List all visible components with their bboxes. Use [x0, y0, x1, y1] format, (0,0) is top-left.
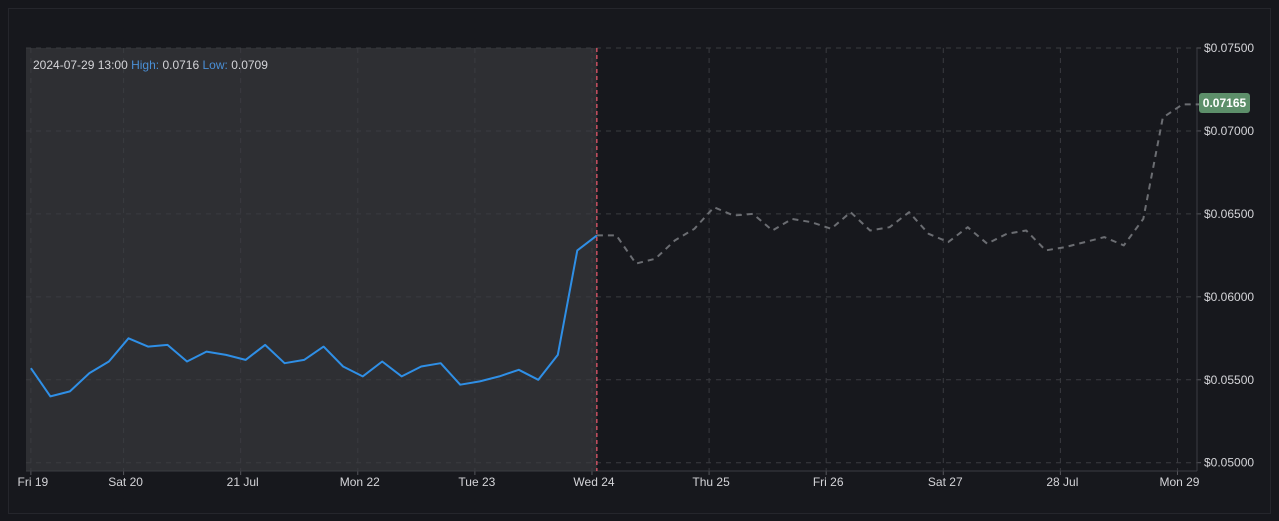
legend-low-label: Low:	[202, 58, 228, 72]
y-tick-label: $0.05000	[1204, 456, 1254, 470]
x-tick-label: Thu 25	[692, 475, 730, 489]
y-tick-label: $0.05500	[1204, 373, 1254, 387]
y-tick-label: $0.07500	[1204, 41, 1254, 55]
x-tick-label: Mon 29	[1159, 475, 1199, 489]
history-region	[26, 48, 597, 471]
x-tick-label: Fri 19	[18, 475, 49, 489]
x-tick-label: 28 Jul	[1046, 475, 1078, 489]
x-tick-label: Tue 23	[458, 475, 495, 489]
x-tick-label: Wed 24	[573, 475, 614, 489]
x-tick-label: 21 Jul	[227, 475, 259, 489]
x-tick-label: Mon 22	[340, 475, 380, 489]
x-tick-label: Sat 27	[928, 475, 963, 489]
y-tick-label: $0.06000	[1204, 290, 1254, 304]
history-series-line	[30, 234, 598, 398]
current-price-badge: 0.07165	[1199, 93, 1250, 113]
legend-timestamp: 2024-07-29 13:00	[33, 58, 128, 72]
x-tick-label: Fri 26	[813, 475, 844, 489]
legend-low-value: 0.0709	[231, 58, 268, 72]
legend-high-value: 0.0716	[162, 58, 200, 72]
ohlc-legend: 2024-07-29 13:00 High: 0.0716 Low: 0.070…	[33, 58, 268, 72]
legend-high-label: High:	[131, 58, 160, 72]
forecast-series-line	[596, 103, 1202, 265]
y-tick-label: $0.06500	[1204, 207, 1254, 221]
x-tick-label: Sat 20	[108, 475, 143, 489]
y-tick-label: $0.07000	[1204, 124, 1254, 138]
